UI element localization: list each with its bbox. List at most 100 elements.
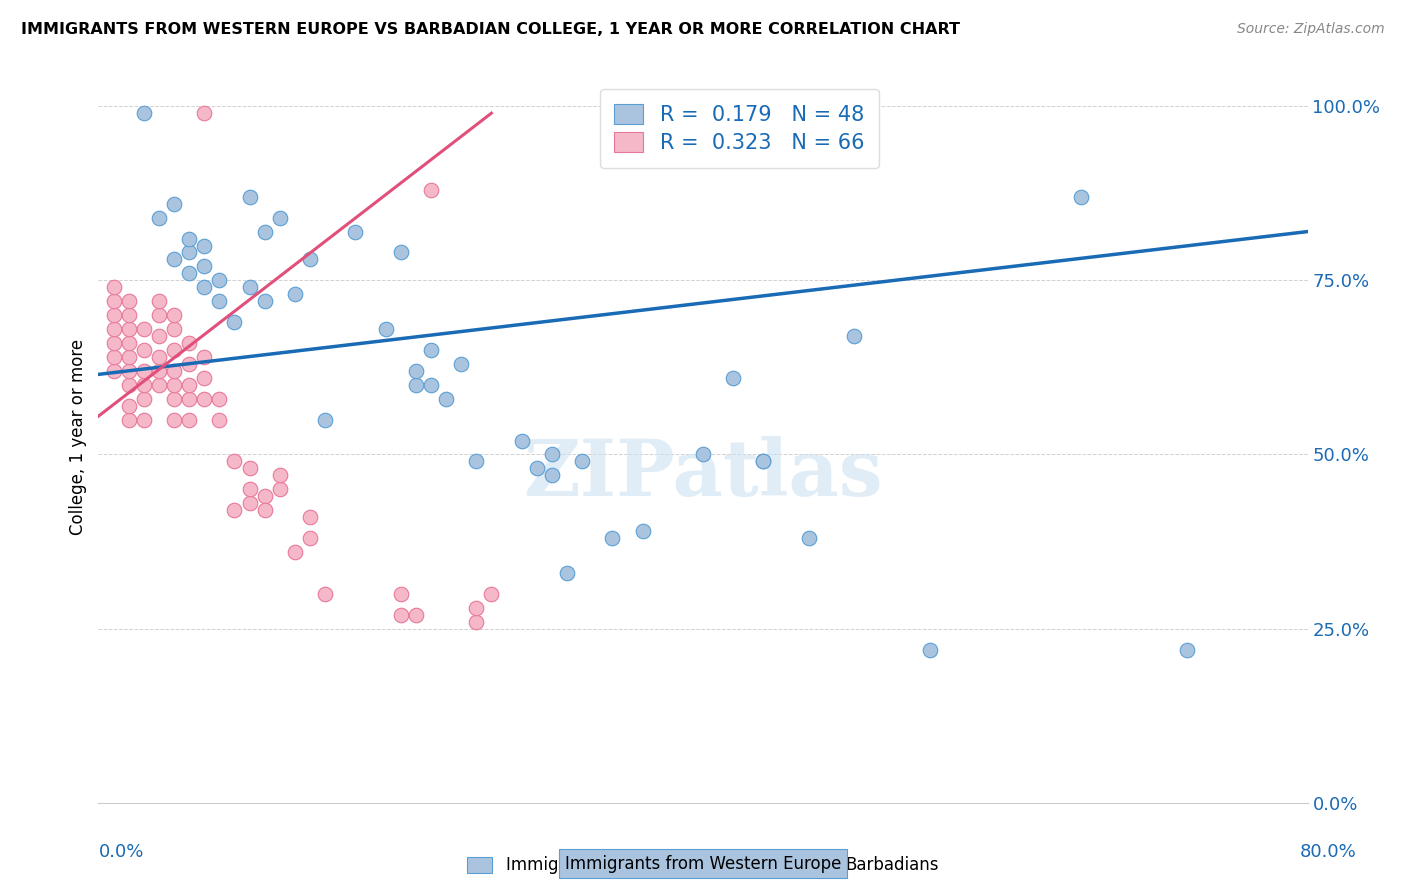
Point: [118, 350, 141, 364]
Point: [103, 336, 125, 351]
Point: [118, 377, 141, 392]
Point: [269, 483, 291, 497]
Point: [555, 566, 578, 580]
Point: [132, 322, 155, 336]
Point: [193, 280, 215, 294]
Point: [450, 357, 472, 371]
Point: [193, 106, 215, 120]
Point: [299, 510, 322, 524]
Point: [163, 343, 186, 357]
Text: IMMIGRANTS FROM WESTERN EUROPE VS BARBADIAN COLLEGE, 1 YEAR OR MORE CORRELATION : IMMIGRANTS FROM WESTERN EUROPE VS BARBAD…: [21, 22, 960, 37]
Point: [132, 412, 155, 426]
Point: [299, 531, 322, 545]
Point: [103, 308, 125, 322]
Point: [179, 392, 201, 406]
Point: [163, 308, 186, 322]
Point: [103, 322, 125, 336]
Point: [208, 392, 231, 406]
Point: [193, 260, 215, 274]
Point: [118, 322, 141, 336]
Point: [132, 377, 155, 392]
Point: [540, 448, 562, 462]
Point: [118, 364, 141, 378]
Point: [179, 357, 201, 371]
Point: [465, 454, 488, 468]
Point: [692, 448, 714, 462]
Point: [314, 587, 336, 601]
Point: [420, 183, 443, 197]
Point: [208, 412, 231, 426]
Point: [540, 468, 562, 483]
Text: 0.0%: 0.0%: [98, 843, 143, 861]
Point: [193, 238, 215, 252]
Point: [405, 607, 427, 622]
Point: [752, 454, 775, 468]
Point: [239, 461, 262, 475]
Point: [163, 364, 186, 378]
Point: [344, 225, 367, 239]
Point: [148, 329, 170, 343]
Point: [118, 412, 141, 426]
Point: [163, 392, 186, 406]
Point: [193, 392, 215, 406]
Point: [148, 364, 170, 378]
Point: [253, 489, 276, 503]
Y-axis label: College, 1 year or more: College, 1 year or more: [69, 339, 87, 535]
Point: [118, 308, 141, 322]
Point: [118, 399, 141, 413]
Point: [118, 294, 141, 309]
Point: [284, 545, 307, 559]
Point: [631, 524, 654, 538]
Point: [179, 377, 201, 392]
Point: [179, 266, 201, 280]
Point: [844, 329, 866, 343]
Point: [797, 531, 820, 545]
Point: [434, 392, 457, 406]
Point: [299, 252, 322, 267]
Point: [193, 350, 215, 364]
Point: [389, 245, 412, 260]
Point: [405, 377, 427, 392]
Point: [526, 461, 548, 475]
Point: [314, 412, 336, 426]
Point: [239, 483, 262, 497]
Point: [269, 211, 291, 225]
Point: [148, 211, 170, 225]
Point: [208, 273, 231, 287]
Point: [103, 280, 125, 294]
Point: [481, 587, 503, 601]
Point: [389, 607, 412, 622]
Point: [510, 434, 533, 448]
Text: Immigrants from Western Europe: Immigrants from Western Europe: [565, 855, 841, 872]
Point: [1175, 642, 1198, 657]
Point: [163, 412, 186, 426]
Point: [163, 252, 186, 267]
Point: [163, 322, 186, 336]
Point: [132, 392, 155, 406]
Point: [224, 503, 246, 517]
Point: [103, 364, 125, 378]
Point: [148, 377, 170, 392]
Point: [918, 642, 941, 657]
Point: [723, 371, 745, 385]
Point: [103, 350, 125, 364]
Point: [389, 587, 412, 601]
Point: [118, 336, 141, 351]
Point: [602, 531, 624, 545]
Point: [148, 308, 170, 322]
Point: [1070, 190, 1092, 204]
Point: [103, 294, 125, 309]
Point: [148, 294, 170, 309]
Point: [224, 315, 246, 329]
Point: [465, 600, 488, 615]
Point: [571, 454, 593, 468]
Point: [284, 287, 307, 301]
Point: [239, 190, 262, 204]
Point: [420, 377, 443, 392]
Point: [752, 454, 775, 468]
Point: [420, 343, 443, 357]
Point: [179, 336, 201, 351]
Point: [224, 454, 246, 468]
Point: [179, 231, 201, 245]
Point: [253, 294, 276, 309]
